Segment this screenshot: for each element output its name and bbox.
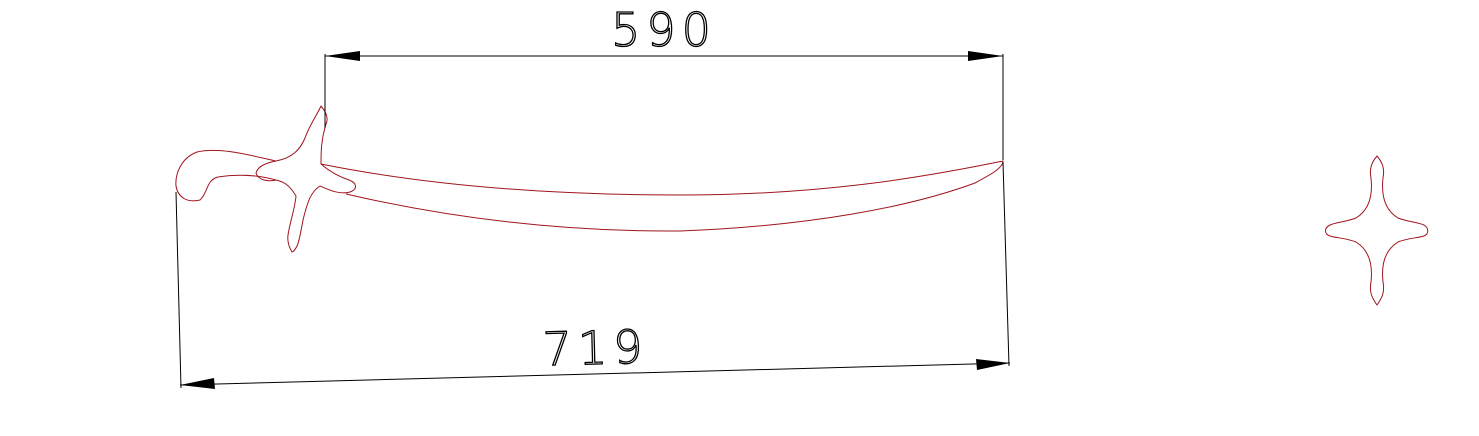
dimension-top-arrow-left	[325, 51, 360, 61]
dimension-bottom-label: 719	[542, 320, 649, 377]
sword-blade-outline	[320, 160, 1004, 232]
crossguard-detail-outline	[1325, 155, 1429, 306]
dimension-top	[324, 51, 1004, 160]
dimension-bottom-extension-left	[175, 191, 182, 389]
crossguard-detail-view	[1325, 155, 1429, 306]
dimension-bottom-extension-right	[1002, 161, 1010, 367]
dimension-top-arrow-right	[968, 51, 1003, 61]
dimension-top-label: 590	[611, 3, 717, 57]
dimension-bottom	[175, 161, 1011, 389]
dimension-bottom-arrow-right	[976, 359, 1010, 370]
sword-crossguard-outline	[255, 105, 356, 253]
dimension-bottom-line	[179, 362, 1011, 386]
sword-side-view	[175, 105, 1004, 253]
dimension-bottom-arrow-left	[180, 378, 215, 389]
sword-grip-outline	[175, 149, 277, 202]
